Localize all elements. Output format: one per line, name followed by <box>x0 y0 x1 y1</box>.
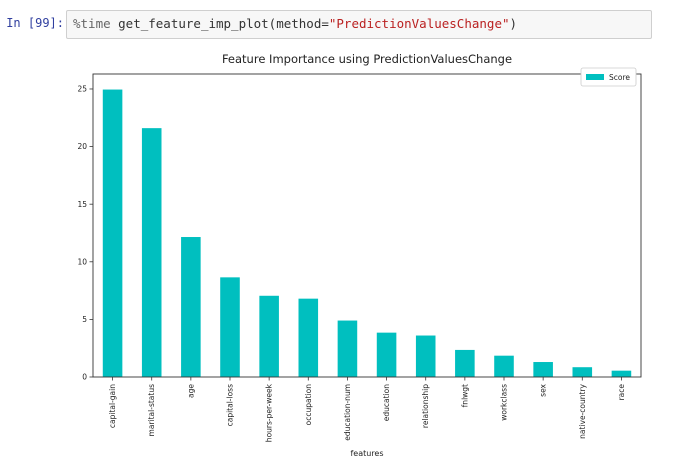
x-tick-label: hours-per-week <box>265 383 274 442</box>
cell-output: Feature Importance using PredictionValue… <box>66 46 666 460</box>
bar-sex <box>533 362 553 377</box>
x-tick-label: education <box>382 384 391 421</box>
y-axis: 0 5 10 15 20 25 <box>77 85 93 382</box>
bar-age <box>181 237 201 377</box>
legend: Score <box>580 67 637 87</box>
plot-frame <box>92 73 642 378</box>
y-tick-label: 5 <box>82 315 87 324</box>
legend-box <box>580 67 637 87</box>
y-tick-label: 10 <box>77 257 87 266</box>
x-tick-label: education-num <box>343 384 352 441</box>
x-tick-label: age <box>186 384 195 398</box>
y-tick-label: 25 <box>77 85 87 94</box>
bar-marital-status <box>141 128 162 377</box>
bar-education <box>376 332 397 377</box>
bar-fnlwgt <box>455 349 475 377</box>
y-tick-label: 20 <box>77 142 87 151</box>
x-axis: capital-gain marital-status age capital-los… <box>108 377 626 442</box>
x-tick-label: relationship <box>421 384 430 428</box>
x-tick-label: capital-loss <box>226 384 235 426</box>
x-tick-label: sex <box>539 383 548 396</box>
x-axis-label: features <box>350 449 383 458</box>
x-tick-label: marital-status <box>147 384 156 437</box>
x-tick-label: workclass <box>500 384 509 421</box>
x-tick-label: fnlwgt <box>460 384 469 407</box>
bar-occupation <box>298 298 319 377</box>
bar-hours-per-week <box>259 295 279 377</box>
y-tick-label: 0 <box>82 373 87 382</box>
bar-relationship <box>415 335 436 377</box>
legend-swatch <box>586 74 604 80</box>
feature-importance-chart: Feature Importance using PredictionValue… <box>77 52 642 458</box>
x-tick-label: occupation <box>304 384 313 426</box>
bar-native-country <box>572 367 593 377</box>
bar-capital-gain <box>102 89 123 378</box>
input-prompt: In [99]: <box>6 16 64 30</box>
code-input[interactable]: %time get_feature_imp_plot(method="Predi… <box>66 10 652 39</box>
x-tick-label: native-country <box>578 383 587 438</box>
y-tick-label: 15 <box>77 200 87 209</box>
x-tick-label: capital-gain <box>108 384 117 428</box>
bar-education-num <box>337 320 358 377</box>
bar-capital-loss <box>220 277 240 377</box>
bars-group <box>102 89 632 378</box>
legend-label: Score <box>609 73 630 82</box>
code-close-paren: ) <box>509 16 518 31</box>
code-function-call: get_feature_imp_plot(method= <box>118 16 329 31</box>
chart-title: Feature Importance using PredictionValue… <box>222 52 512 66</box>
code-magic-command: %time <box>73 16 119 31</box>
code-string-argument: "PredictionValuesChange" <box>328 16 510 31</box>
bar-workclass <box>494 355 514 377</box>
x-tick-label: race <box>617 384 626 401</box>
bar-race <box>611 370 632 377</box>
